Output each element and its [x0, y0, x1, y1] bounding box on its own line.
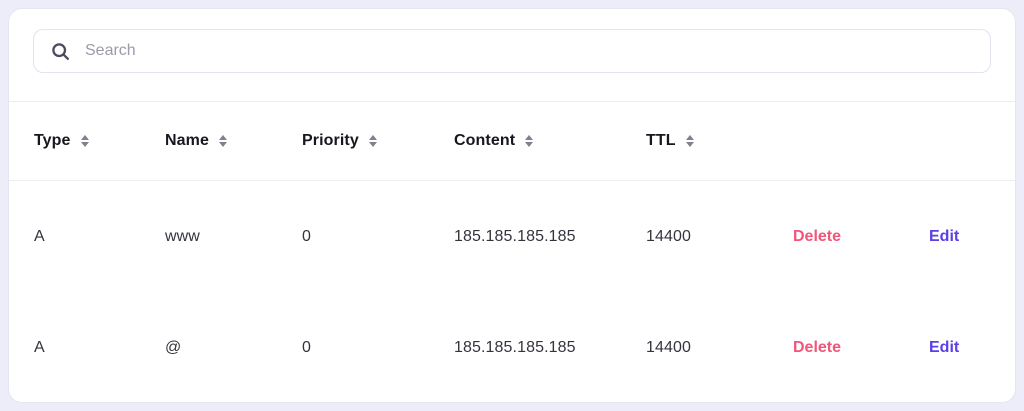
- record-priority-cell: 0: [302, 338, 311, 356]
- search-input[interactable]: [85, 42, 974, 60]
- delete-record-button[interactable]: Delete: [793, 227, 842, 245]
- delete-record-button[interactable]: Delete: [793, 338, 842, 356]
- search-icon: [50, 41, 71, 62]
- sort-up-arrow: [525, 135, 534, 140]
- record-type-cell: A: [34, 227, 45, 245]
- edit-record-button[interactable]: Edit: [929, 338, 960, 356]
- edit-record-button[interactable]: Edit: [929, 227, 960, 245]
- sort-up-arrow: [218, 135, 227, 140]
- sort-down-arrow: [525, 142, 534, 147]
- sort-up-arrow: [368, 135, 377, 140]
- record-name-cell: www: [165, 227, 200, 245]
- sort-arrows-icon[interactable]: [525, 135, 534, 147]
- sort-down-arrow: [218, 142, 227, 147]
- sort-up-arrow: [80, 135, 89, 140]
- column-header-type[interactable]: Type: [34, 132, 165, 150]
- record-ttl-cell: 14400: [646, 338, 691, 356]
- sort-arrows-icon[interactable]: [218, 135, 227, 147]
- sort-up-arrow: [685, 135, 694, 140]
- table-header-row: Type Name Priority Content: [9, 102, 1015, 181]
- column-header-name[interactable]: Name: [165, 132, 302, 150]
- record-type-cell: A: [34, 338, 45, 356]
- dns-records-card: Type Name Priority Content: [8, 8, 1016, 403]
- record-content-cell: 185.185.185.185: [454, 227, 576, 245]
- sort-down-arrow: [80, 142, 89, 147]
- column-header-content[interactable]: Content: [454, 132, 646, 150]
- sort-down-arrow: [685, 142, 694, 147]
- search-section: [9, 9, 1015, 102]
- column-header-ttl[interactable]: TTL: [646, 132, 793, 150]
- record-content-cell: 185.185.185.185: [454, 338, 576, 356]
- column-header-label: Name: [165, 132, 209, 149]
- sort-arrows-icon[interactable]: [685, 135, 694, 147]
- record-ttl-cell: 14400: [646, 227, 691, 245]
- sort-down-arrow: [368, 142, 377, 147]
- table-row: A www 0 185.185.185.185 14400 Delete Edi…: [9, 181, 1015, 292]
- record-name-cell: @: [165, 338, 182, 356]
- column-header-priority[interactable]: Priority: [302, 132, 454, 150]
- table-row: A @ 0 185.185.185.185 14400 Delete Edit: [9, 292, 1015, 402]
- search-box[interactable]: [33, 29, 991, 73]
- sort-arrows-icon[interactable]: [80, 135, 89, 147]
- sort-arrows-icon[interactable]: [368, 135, 377, 147]
- column-header-label: Content: [454, 132, 516, 149]
- column-header-label: Type: [34, 132, 71, 149]
- column-header-label: Priority: [302, 132, 359, 149]
- record-priority-cell: 0: [302, 227, 311, 245]
- column-header-label: TTL: [646, 132, 676, 149]
